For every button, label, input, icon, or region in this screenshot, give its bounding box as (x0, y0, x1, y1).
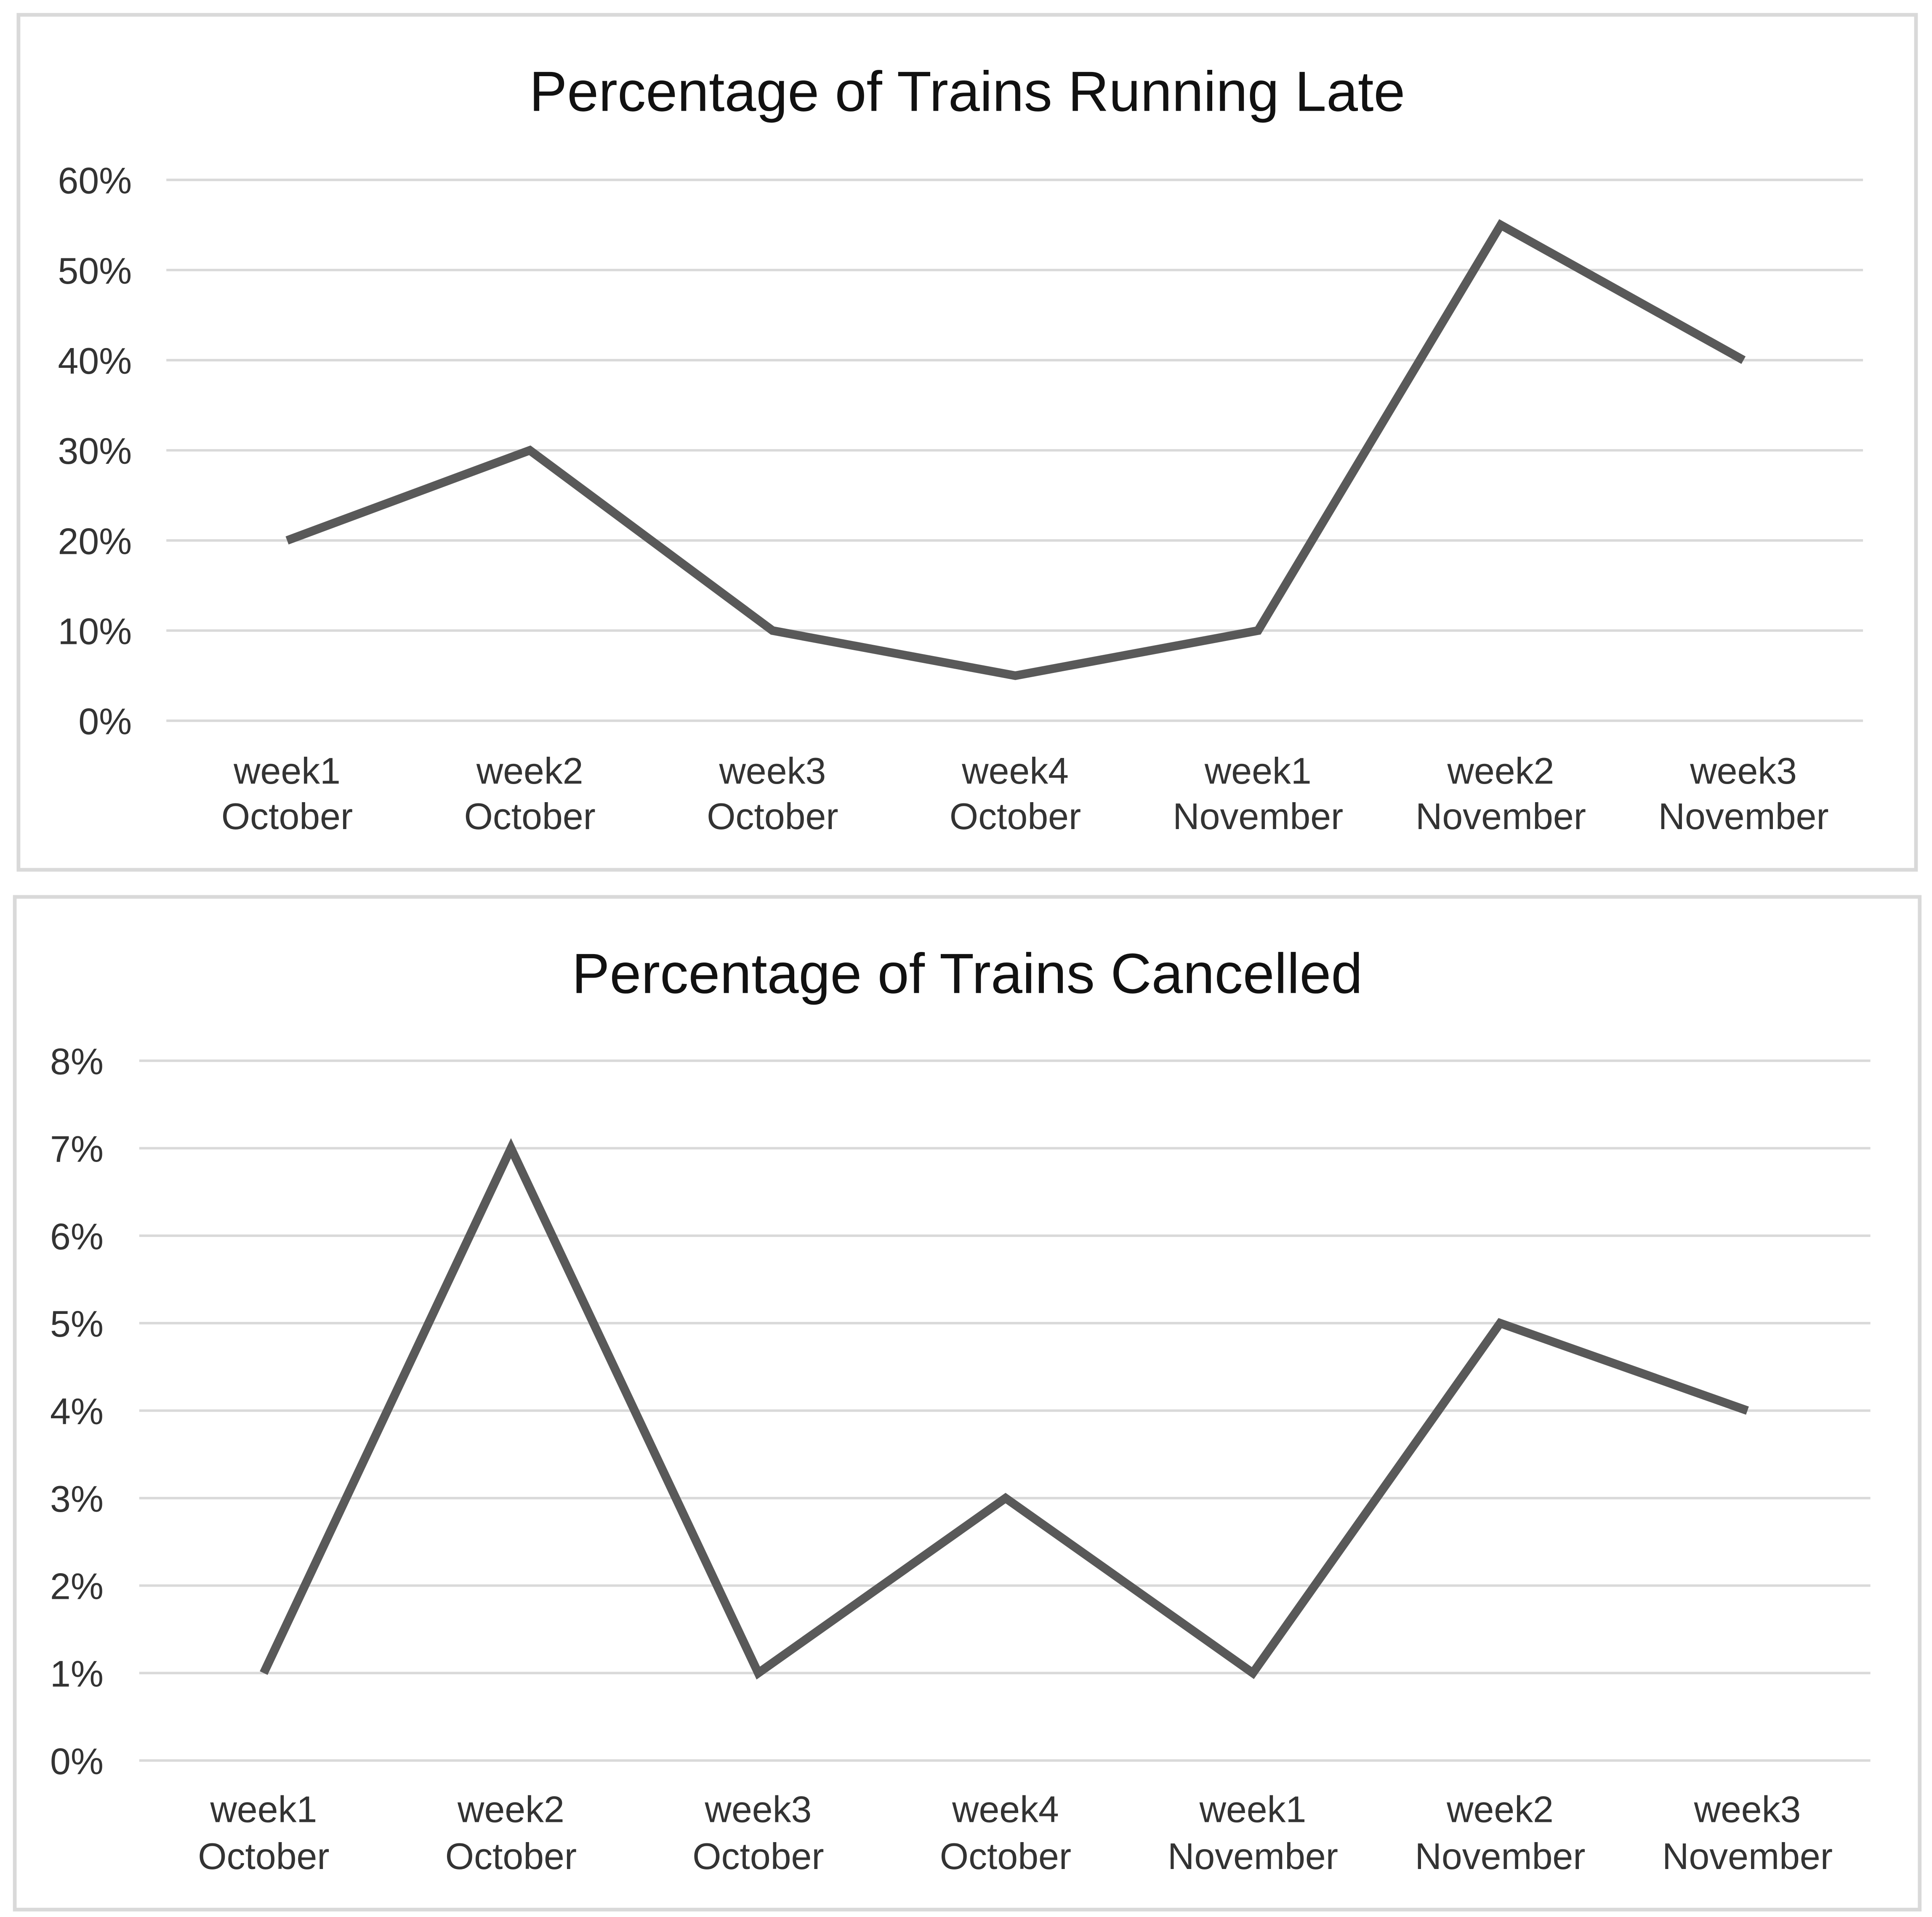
x-tick-label-month: November (1415, 1836, 1585, 1877)
x-tick-label-month: October (950, 796, 1081, 837)
x-tick-label-week: week3 (1694, 1789, 1801, 1830)
x-tick-label-week: week1 (210, 1789, 317, 1830)
late-trains-chart: Percentage of Trains Running Late 0% 10% 2… (16, 13, 1918, 872)
x-tick-label-month: November (1416, 796, 1586, 837)
chart-frame (16, 13, 1918, 872)
x-tick-label-week: week2 (476, 750, 583, 792)
data-point (1500, 1323, 1501, 1324)
x-tick-label-week: week3 (1690, 750, 1797, 792)
x-tick-label-week: week2 (1446, 1789, 1554, 1830)
x-tick-label-week: week3 (705, 1789, 812, 1830)
x-tick-label-week: week1 (1199, 1789, 1307, 1830)
y-tick-label: 6% (50, 1216, 104, 1257)
data-point (1743, 360, 1744, 361)
x-tick-label-month: October (198, 1836, 329, 1877)
y-tick-label: 10% (58, 611, 132, 652)
y-tick-label: 5% (50, 1303, 104, 1345)
x-tick-label-month: November (1168, 1836, 1338, 1877)
y-tick-label: 7% (50, 1129, 104, 1170)
data-point (1015, 675, 1016, 676)
x-tick-label-week: week1 (1204, 750, 1312, 792)
x-tick-label-month: October (692, 1836, 824, 1877)
y-tick-label: 30% (58, 431, 132, 472)
chart-frame (13, 895, 1922, 1912)
x-tick-label-month: October (940, 1836, 1071, 1877)
x-tick-label-week: week3 (719, 750, 826, 792)
x-tick-label-month: November (1658, 796, 1829, 837)
x-tick-label-month: October (445, 1836, 577, 1877)
x-tick-label-month: November (1662, 1836, 1833, 1877)
y-tick-label: 50% (58, 250, 132, 292)
x-tick-label-week: week2 (1447, 750, 1554, 792)
y-tick-label: 40% (58, 340, 132, 382)
x-tick-label-month: November (1173, 796, 1343, 837)
x-tick-label-week: week2 (457, 1789, 564, 1830)
x-tick-label-week: week1 (233, 750, 341, 792)
y-tick-label: 4% (50, 1391, 104, 1432)
y-tick-label: 0% (78, 701, 132, 742)
y-tick-label: 60% (58, 160, 132, 202)
x-tick-label-week: week4 (952, 1789, 1059, 1830)
y-tick-label: 3% (50, 1478, 104, 1520)
x-tick-label-month: October (221, 796, 353, 837)
x-tick-label-month: October (464, 796, 596, 837)
y-tick-label: 1% (50, 1654, 104, 1695)
x-tick-label-month: October (707, 796, 838, 837)
chart-title: Percentage of Trains Cancelled (572, 941, 1363, 1005)
data-point (772, 630, 773, 631)
y-tick-label: 20% (58, 521, 132, 562)
y-tick-label: 0% (50, 1741, 104, 1782)
cancelled-trains-chart: Percentage of Trains Cancelled 0% 1% 2% 3% 4… (13, 895, 1922, 1912)
x-tick-label-week: week4 (961, 750, 1069, 792)
y-tick-label: 2% (50, 1566, 104, 1607)
y-tick-label: 8% (50, 1041, 104, 1082)
chart-title: Percentage of Trains Running Late (530, 60, 1405, 123)
